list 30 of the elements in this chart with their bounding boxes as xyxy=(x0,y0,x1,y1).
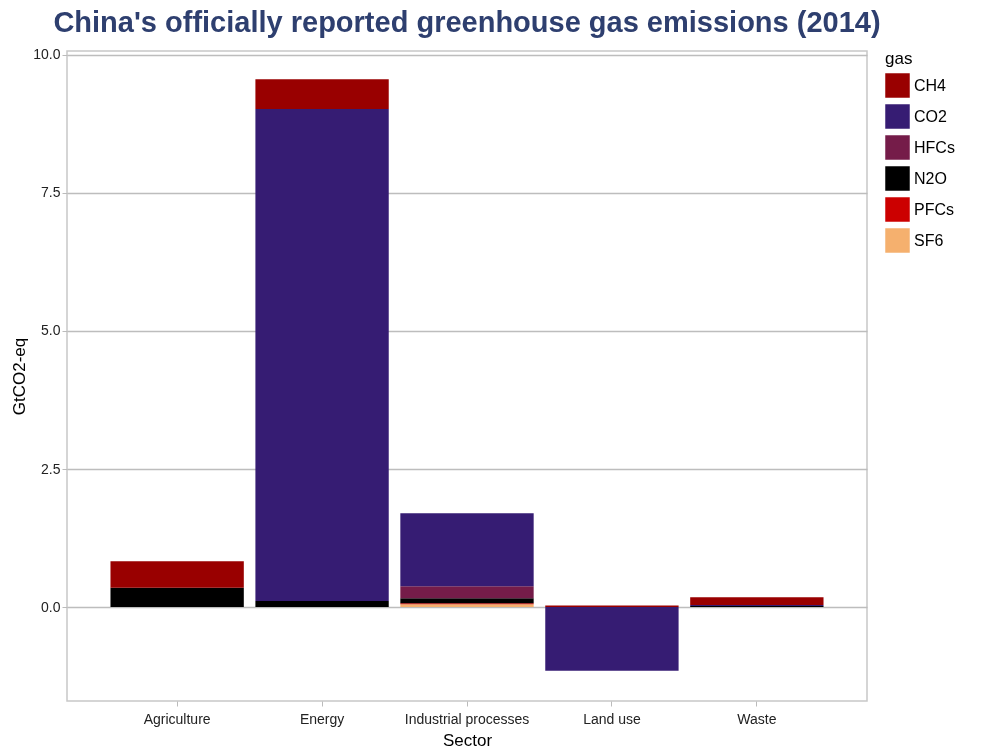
y-axis-title: GtCO2-eq xyxy=(10,337,30,416)
bar xyxy=(110,561,244,588)
bar xyxy=(255,79,389,109)
legend-label: N2O xyxy=(914,169,947,187)
y-tick-label: 0.0 xyxy=(41,598,61,615)
bar xyxy=(690,597,824,605)
bar xyxy=(400,598,534,604)
x-tick-label: Energy xyxy=(299,710,345,727)
legend-label: SF6 xyxy=(914,231,944,249)
x-axis-title: Sector xyxy=(442,730,493,750)
y-tick-label: 7.5 xyxy=(41,184,61,201)
y-tick-label: 5.0 xyxy=(41,322,61,339)
legend-label: CH4 xyxy=(914,76,947,94)
bar xyxy=(545,607,679,671)
chart-title: China's officially reported greenhouse gas emissions (2014) xyxy=(53,5,881,38)
y-tick-label: 2.5 xyxy=(41,460,61,477)
bar xyxy=(110,587,244,608)
legend-label: CO2 xyxy=(914,107,947,125)
legend-label: HFCs xyxy=(914,138,955,156)
bar xyxy=(400,586,534,599)
x-tick-label: Industrial processes xyxy=(404,710,530,727)
x-tick-label: Waste xyxy=(737,710,777,727)
x-tick-label: Land use xyxy=(583,710,641,727)
bar xyxy=(400,513,534,587)
bar xyxy=(255,108,389,602)
bar xyxy=(255,601,389,608)
legend-title: gas xyxy=(885,49,913,68)
y-tick-label: 10.0 xyxy=(33,46,61,63)
legend-label: PFCs xyxy=(914,200,954,218)
x-tick-label: Agriculture xyxy=(143,710,211,727)
